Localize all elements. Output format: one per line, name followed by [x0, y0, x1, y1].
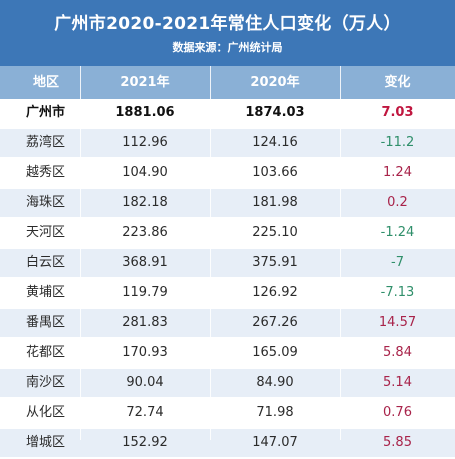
change-cell: 0.2 — [387, 195, 408, 210]
value-2020-cell: 165.09 — [252, 345, 298, 360]
table-row: 南沙区 90.04 84.90 5.14 — [0, 369, 455, 399]
column-header-2020: 2020年 — [250, 75, 300, 90]
value-2020-cell: 84.90 — [256, 375, 294, 390]
change-cell: 5.85 — [383, 435, 412, 450]
table-row-total: 广州市 1881.06 1874.03 7.03 — [0, 99, 455, 129]
column-header-district: 地区 — [33, 75, 60, 90]
value-2020-cell: 147.07 — [252, 435, 298, 450]
district-cell: 花都区 — [26, 345, 66, 360]
table-row: 越秀区 104.90 103.66 1.24 — [0, 159, 455, 189]
table-row: 天河区 223.86 225.10 -1.24 — [0, 219, 455, 249]
column-divider — [340, 66, 341, 440]
value-2021-cell: 170.93 — [122, 345, 168, 360]
value-2020-cell: 1874.03 — [245, 105, 305, 120]
table-row: 花都区 170.93 165.09 5.84 — [0, 339, 455, 369]
district-cell: 黄埔区 — [26, 285, 66, 300]
change-cell: 1.24 — [383, 165, 412, 180]
value-2021-cell: 72.74 — [126, 405, 164, 420]
value-2021-cell: 1881.06 — [115, 105, 175, 120]
district-cell: 从化区 — [26, 405, 66, 420]
value-2021-cell: 90.04 — [126, 375, 164, 390]
value-2020-cell: 103.66 — [252, 165, 298, 180]
value-2020-cell: 126.92 — [252, 285, 298, 300]
value-2021-cell: 368.91 — [122, 255, 168, 270]
change-cell: -7.13 — [380, 285, 415, 300]
district-cell: 荔湾区 — [26, 135, 66, 150]
table-header-banner: 广州市2020-2021年常住人口变化（万人） 数据来源：广州统计局 — [0, 0, 455, 66]
district-cell: 白云区 — [26, 255, 66, 270]
value-2020-cell: 124.16 — [252, 135, 298, 150]
value-2020-cell: 225.10 — [252, 225, 298, 240]
change-cell: 0.76 — [383, 405, 412, 420]
table-row: 黄埔区 119.79 126.92 -7.13 — [0, 279, 455, 309]
table-row: 番禺区 281.83 267.26 14.57 — [0, 309, 455, 339]
change-cell: -11.2 — [380, 135, 415, 150]
district-cell: 南沙区 — [26, 375, 66, 390]
change-cell: 14.57 — [378, 315, 417, 330]
change-cell: -7 — [391, 255, 404, 270]
value-2020-cell: 375.91 — [252, 255, 298, 270]
column-divider — [210, 66, 211, 440]
table-row: 从化区 72.74 71.98 0.76 — [0, 399, 455, 429]
value-2021-cell: 281.83 — [122, 315, 168, 330]
value-2021-cell: 182.18 — [122, 195, 168, 210]
district-cell: 越秀区 — [26, 165, 66, 180]
table-row: 增城区 152.92 147.07 5.85 — [0, 429, 455, 459]
value-2021-cell: 112.96 — [122, 135, 168, 150]
district-cell: 番禺区 — [26, 315, 66, 330]
chart-title: 广州市2020-2021年常住人口变化（万人） — [54, 14, 401, 34]
change-cell: 5.84 — [383, 345, 412, 360]
value-2021-cell: 104.90 — [122, 165, 168, 180]
value-2020-cell: 267.26 — [252, 315, 298, 330]
table-body: 广州市 1881.06 1874.03 7.03 荔湾区 112.96 124.16 -11.… — [0, 99, 455, 459]
table-row: 白云区 368.91 375.91 -7 — [0, 249, 455, 279]
column-header-change: 变化 — [384, 75, 411, 90]
change-cell: -1.24 — [380, 225, 415, 240]
value-2021-cell: 223.86 — [122, 225, 168, 240]
table-row: 荔湾区 112.96 124.16 -11.2 — [0, 129, 455, 159]
column-divider — [80, 66, 81, 440]
district-cell: 增城区 — [26, 435, 66, 450]
column-header-row: 地区 2021年 2020年 变化 — [0, 66, 455, 99]
district-cell: 广州市 — [26, 105, 66, 120]
change-cell: 7.03 — [381, 105, 414, 120]
table-row: 海珠区 182.18 181.98 0.2 — [0, 189, 455, 219]
district-cell: 海珠区 — [26, 195, 66, 210]
value-2021-cell: 119.79 — [122, 285, 168, 300]
column-header-2021: 2021年 — [120, 75, 170, 90]
value-2021-cell: 152.92 — [122, 435, 168, 450]
value-2020-cell: 181.98 — [252, 195, 298, 210]
chart-subtitle: 数据来源：广州统计局 — [172, 41, 283, 54]
value-2020-cell: 71.98 — [256, 405, 294, 420]
district-cell: 天河区 — [26, 225, 66, 240]
change-cell: 5.14 — [383, 375, 412, 390]
